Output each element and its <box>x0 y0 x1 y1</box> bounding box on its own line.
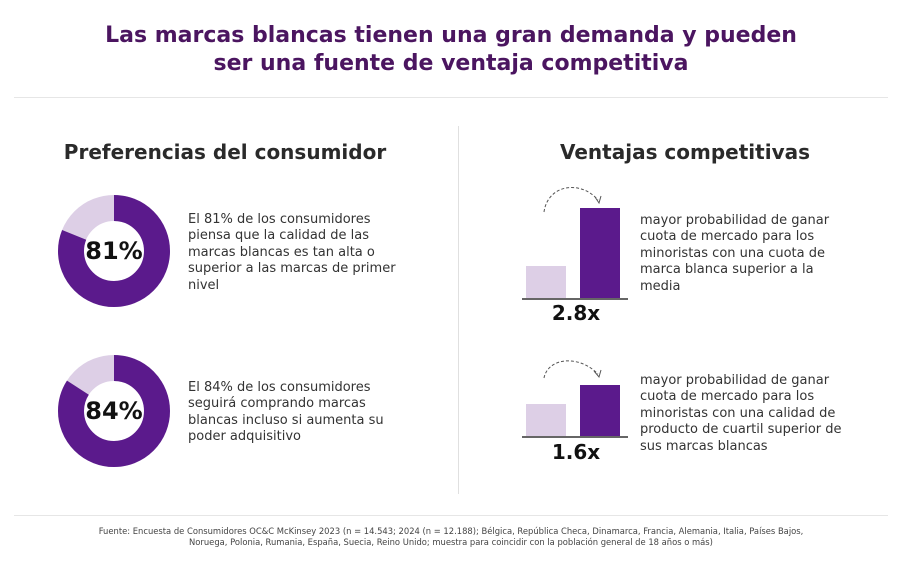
baseline-bar <box>526 266 566 298</box>
advantage-bar <box>580 385 620 436</box>
bars-baseline <box>522 436 628 438</box>
donut-value-arc <box>58 355 170 467</box>
multiplier-label-2: 1.6x <box>551 440 601 464</box>
title-line-2: ser una fuente de ventaja competitiva <box>213 51 689 76</box>
consumer-stat-text-2: El 84% de los consumidores seguirá compr… <box>188 380 384 445</box>
advantage-text-2: mayor probabilidad de ganar cuota de mer… <box>640 373 842 454</box>
donut-chart-81: 81% <box>57 194 171 308</box>
source-line-2: Noruega, Polonia, Rumania, España, Sueci… <box>189 537 713 547</box>
advantage-bar <box>580 208 620 298</box>
source-footnote: Fuente: Encuesta de Consumidores OC&C Mc… <box>40 526 862 548</box>
advantage-text-1: mayor probabilidad de ganar cuota de mer… <box>640 213 830 294</box>
consumer-stat-text-1: El 81% de los consumidores piensa que la… <box>188 212 396 293</box>
comparison-bars-2 <box>522 316 628 438</box>
donut-value-arc <box>58 195 170 307</box>
bars-baseline <box>522 298 628 300</box>
bottom-divider <box>14 515 888 516</box>
curved-arrow-icon <box>543 187 602 213</box>
baseline-bar <box>526 404 566 436</box>
consumer-preferences-heading: Preferencias del consumidor <box>63 140 387 164</box>
donut-chart-84: 84% <box>57 354 171 468</box>
curved-arrow-icon <box>543 360 602 379</box>
competitive-advantages-heading: Ventajas competitivas <box>559 140 811 164</box>
multiplier-label-1: 2.8x <box>551 301 601 325</box>
source-line-1: Fuente: Encuesta de Consumidores OC&C Mc… <box>98 526 804 536</box>
comparison-bars-1 <box>522 178 628 300</box>
top-divider <box>14 97 888 98</box>
page-title: Las marcas blancas tienen una gran deman… <box>0 22 902 78</box>
title-line-1: Las marcas blancas tienen una gran deman… <box>105 23 797 48</box>
donut-percent-label: 81% <box>85 237 143 265</box>
donut-percent-label: 84% <box>85 397 143 425</box>
vertical-divider <box>458 126 459 494</box>
